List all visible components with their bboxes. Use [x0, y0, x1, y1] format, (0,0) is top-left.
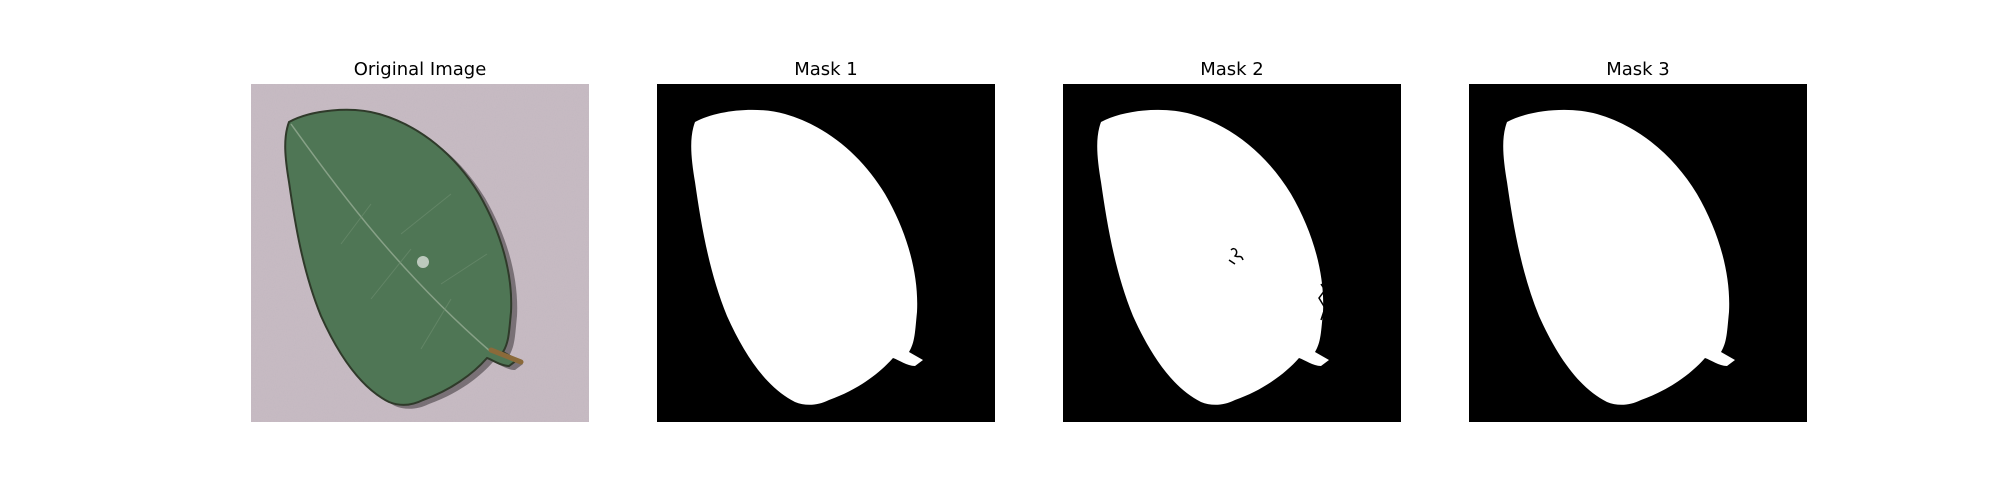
panel-mask-1: Mask 1: [657, 0, 995, 500]
mask-edge-noise: [1318, 283, 1326, 321]
panel-original-image: Original Image: [251, 0, 589, 500]
leaf-spot: [417, 256, 429, 268]
mask-hole: [1228, 247, 1244, 265]
panel-title: Mask 3: [1606, 59, 1670, 80]
panel-mask-2: Mask 2: [1063, 0, 1401, 500]
mask-image: [1469, 84, 1807, 422]
leaf-petiole: [488, 347, 524, 365]
panel-mask-3: Mask 3: [1469, 0, 1807, 500]
panel-title: Original Image: [353, 59, 487, 80]
leaf-veins: [340, 193, 488, 350]
mask-image: [657, 84, 995, 422]
leaf-midrib: [290, 123, 492, 353]
panel-title: Mask 2: [1200, 59, 1264, 80]
leaf-photo: [251, 84, 589, 422]
panel-title: Mask 1: [794, 59, 858, 80]
mask-image: [1063, 84, 1401, 422]
